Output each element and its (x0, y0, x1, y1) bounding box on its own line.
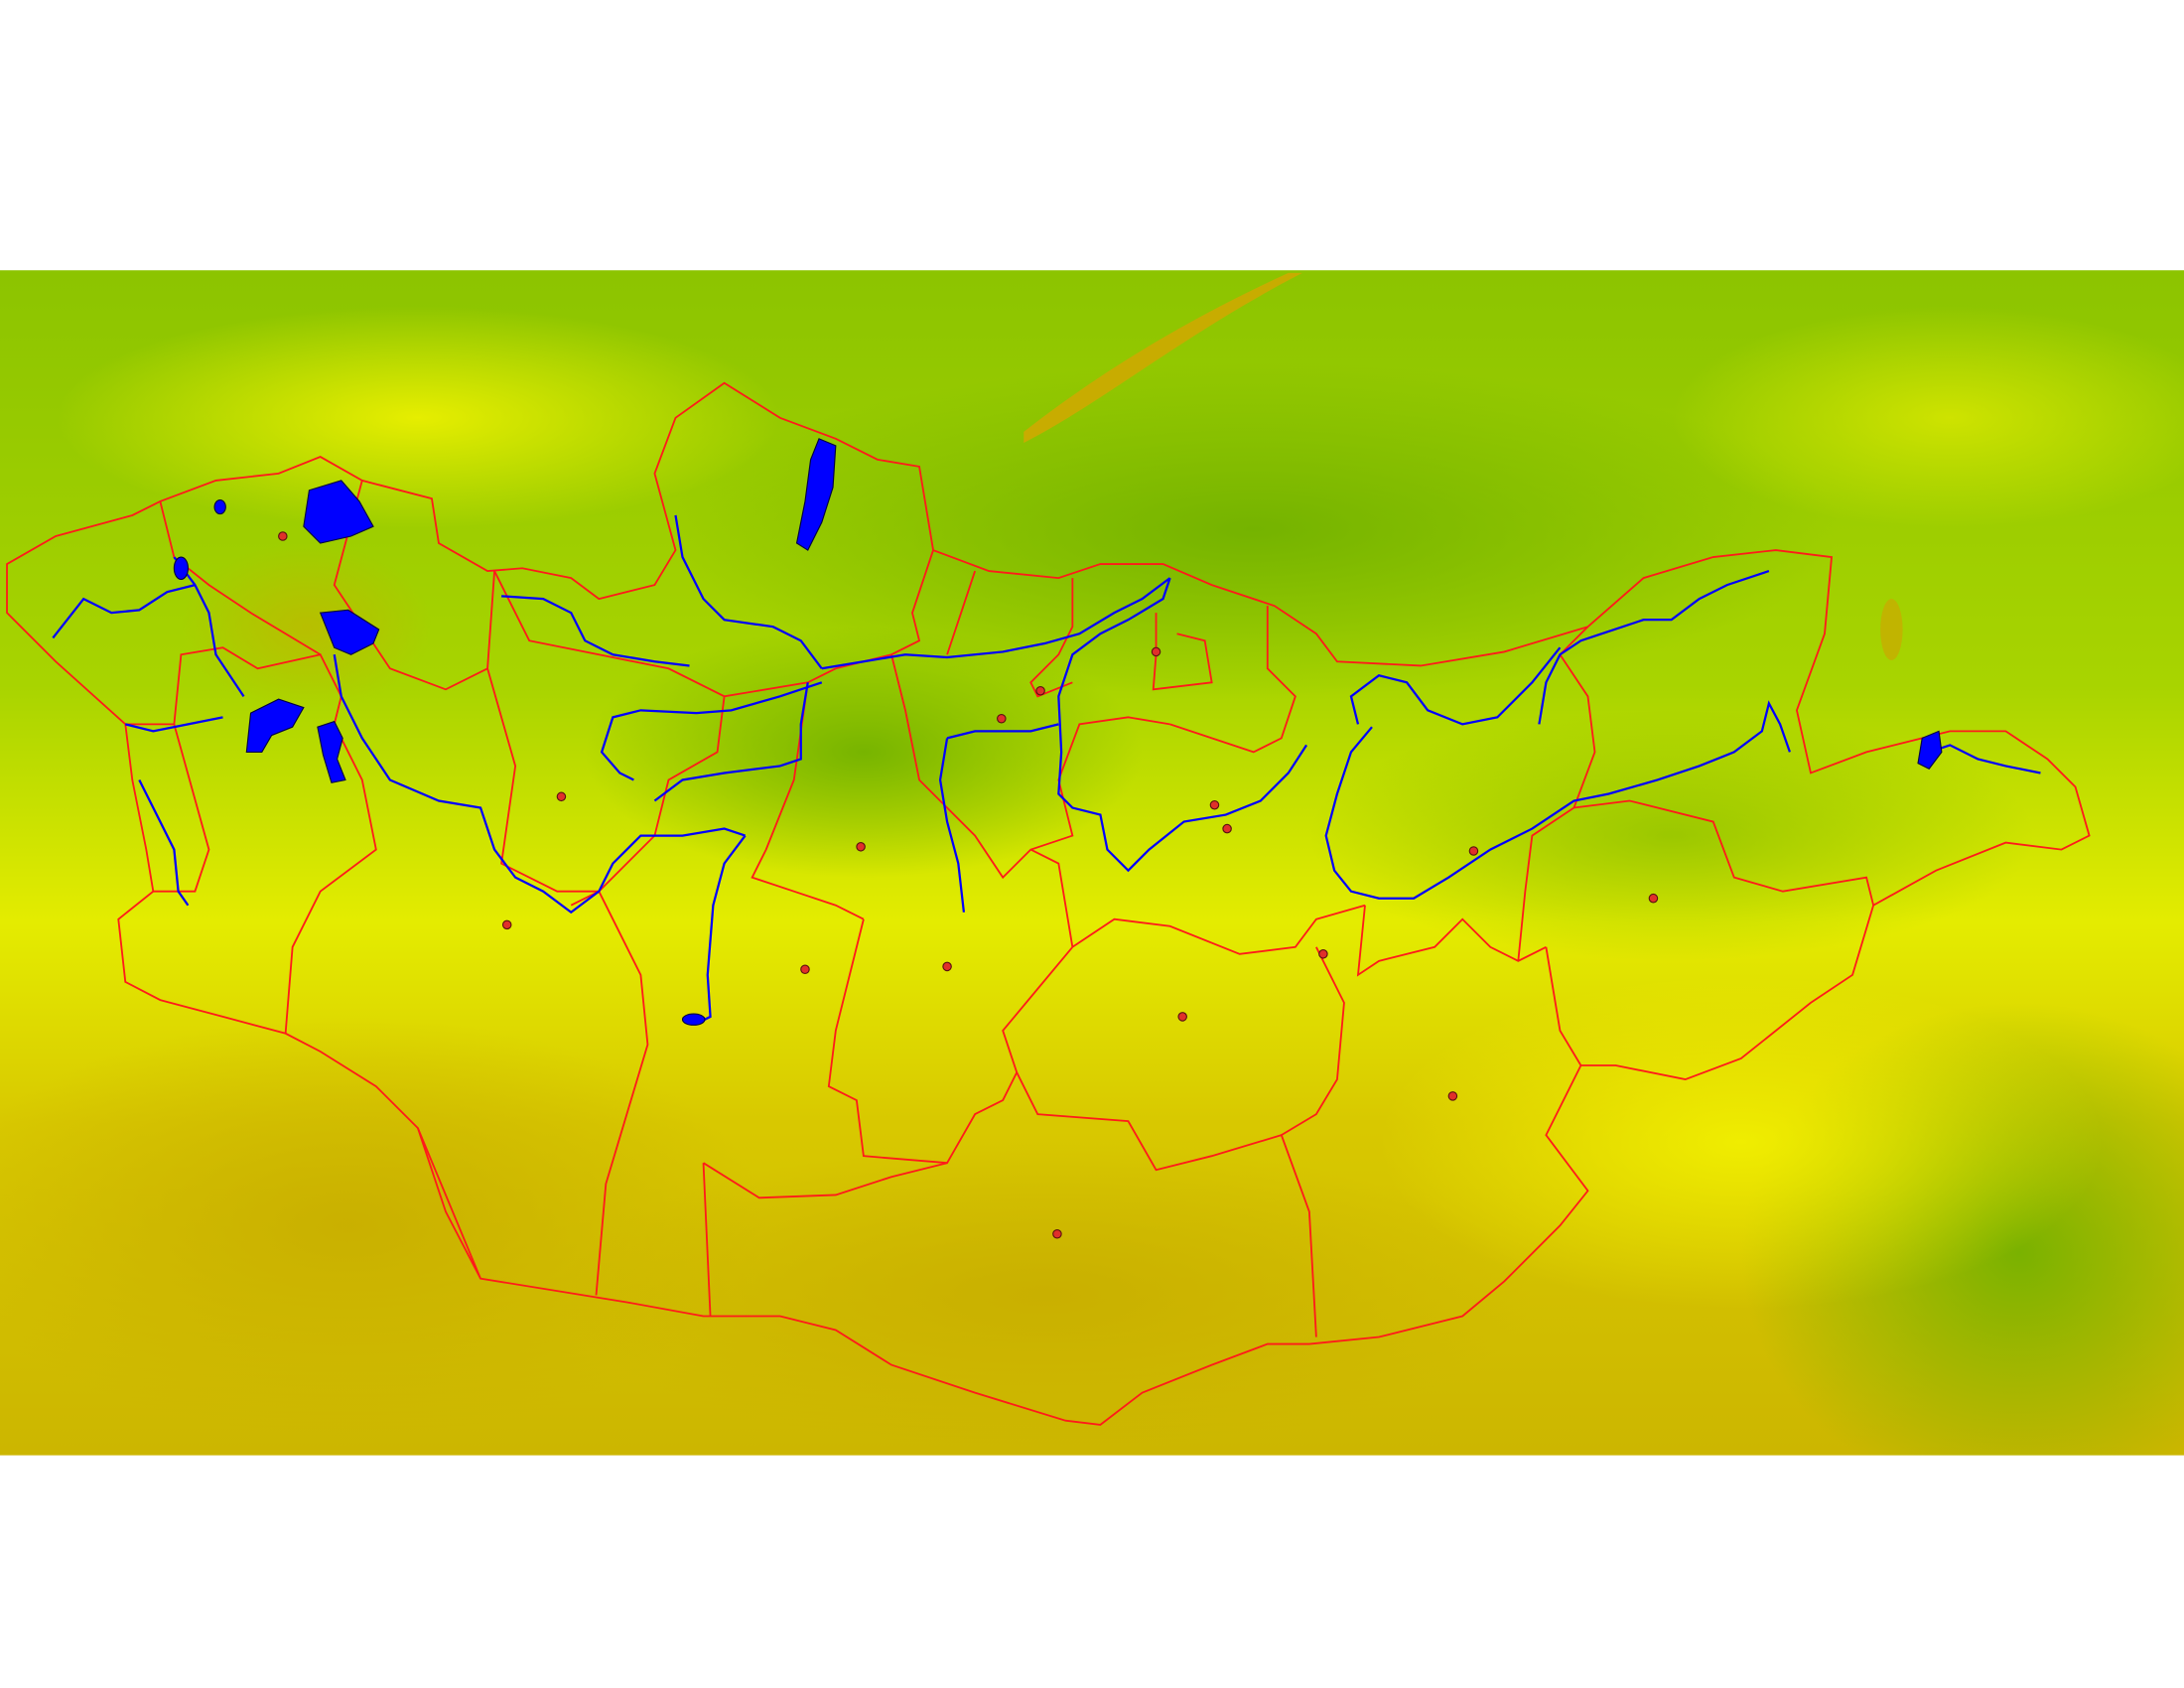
river (1538, 570, 1770, 725)
river (938, 738, 966, 913)
settlement-dot (1222, 823, 1232, 834)
rivers (52, 514, 2041, 1025)
settlement-dot (278, 531, 288, 541)
settlement-dot (556, 791, 567, 802)
river (125, 716, 223, 733)
settlements (278, 531, 1659, 1239)
province-borders (6, 381, 2091, 1426)
river (138, 778, 190, 907)
settlement-dot (1035, 685, 1045, 696)
river (173, 556, 245, 697)
lake (213, 498, 226, 515)
country-border (6, 381, 2091, 1426)
river (696, 834, 747, 1025)
lake (173, 556, 189, 581)
river (821, 577, 1171, 670)
vegetation-raster (0, 270, 2184, 1456)
lake-khar (317, 720, 346, 783)
river (674, 514, 823, 669)
settlement-dot (1151, 646, 1161, 657)
lake-khyargas (319, 609, 380, 655)
settlement-dot (1468, 846, 1479, 856)
river (1349, 646, 1562, 726)
settlement-dot (856, 842, 866, 852)
river (600, 681, 823, 781)
river (333, 654, 746, 914)
settlement-dot (942, 961, 952, 972)
settlement-dot (1177, 1012, 1187, 1022)
settlement-dot (501, 919, 512, 930)
river (653, 682, 809, 802)
river (1928, 744, 2041, 774)
settlement-dot (800, 964, 810, 975)
river (501, 595, 690, 667)
lakes (173, 438, 1943, 1026)
lake-baikal (1024, 272, 1302, 444)
lake-uvs (303, 480, 374, 544)
settlement-dot (1052, 1228, 1062, 1239)
settlement-dot (1209, 799, 1220, 810)
settlement-dot (1447, 1091, 1458, 1101)
river (946, 723, 1059, 740)
settlement-dot (997, 713, 1007, 724)
lake (681, 1013, 706, 1026)
settlement-dot (1648, 893, 1659, 904)
settlement-dot (1318, 949, 1328, 959)
lake-khar-us (245, 698, 305, 753)
lake-khuvsgul (795, 438, 837, 551)
river (1324, 700, 1791, 900)
river (52, 584, 196, 639)
lake-buir (1917, 730, 1943, 770)
river (1057, 577, 1308, 873)
